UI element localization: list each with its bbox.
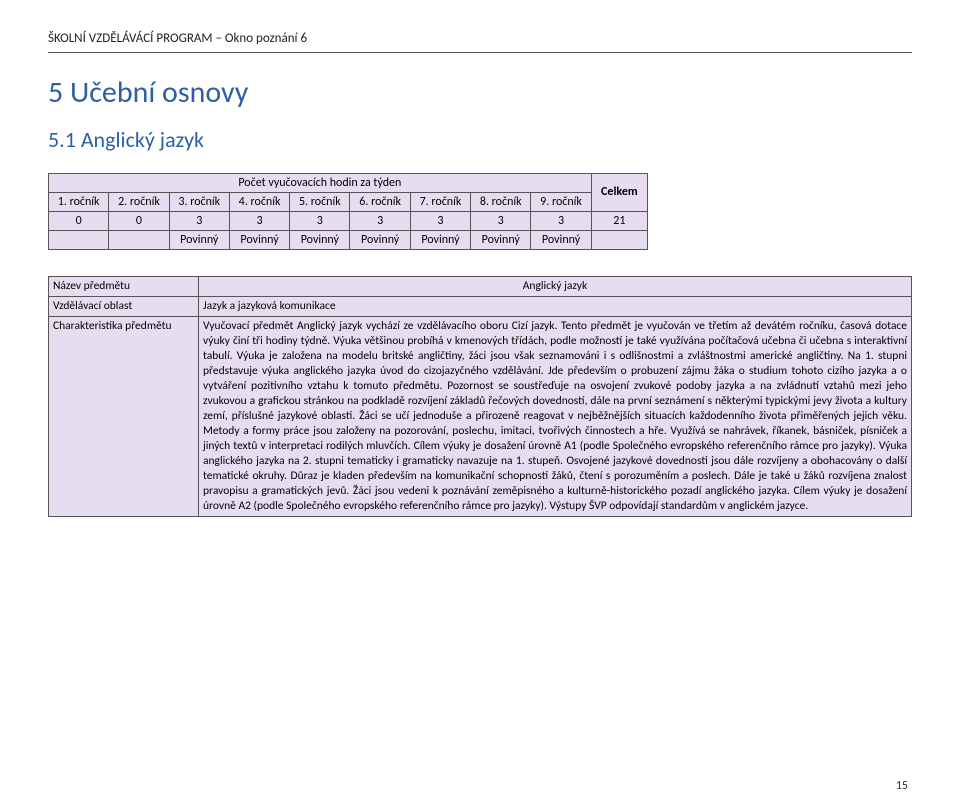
char-value: Jazyk a jazyková komunikace: [199, 297, 912, 317]
grade-cell: 9. ročník: [531, 192, 591, 211]
characteristic-table: Název předmětu Anglický jazyk Vzdělávací…: [48, 276, 912, 516]
mandatory-cell: Povinný: [471, 231, 531, 250]
mandatory-cell: [49, 231, 109, 250]
char-value: Vyučovací předmět Anglický jazyk vychází…: [199, 317, 912, 516]
hours-table: Počet vyučovacích hodin za týden Celkem …: [48, 173, 648, 251]
char-value: Anglický jazyk: [199, 277, 912, 297]
hours-value-cell: 0: [49, 212, 109, 231]
section-h1: 5 Učební osnovy: [48, 73, 912, 114]
mandatory-cell: Povinný: [531, 231, 591, 250]
table-row: Název předmětu Anglický jazyk: [49, 277, 912, 297]
grade-cell: 6. ročník: [350, 192, 410, 211]
table-row: Vzdělávací oblast Jazyk a jazyková komun…: [49, 297, 912, 317]
hours-value-cell: 3: [229, 212, 289, 231]
char-label: Název předmětu: [49, 277, 199, 297]
section-h2: 5.1 Anglický jazyk: [48, 125, 912, 155]
hours-grades-row: 1. ročník 2. ročník 3. ročník 4. ročník …: [49, 192, 648, 211]
mandatory-cell: Povinný: [290, 231, 350, 250]
grade-cell: 7. ročník: [410, 192, 470, 211]
document-header: ŠKOLNÍ VZDĚLÁVÁCÍ PROGRAM – Okno poznání…: [48, 30, 912, 53]
hours-total-value: 21: [591, 212, 647, 231]
grade-cell: 2. ročník: [109, 192, 169, 211]
mandatory-cell: Povinný: [350, 231, 410, 250]
mandatory-total-cell: [591, 231, 647, 250]
hours-title: Počet vyučovacích hodin za týden: [49, 173, 592, 192]
hours-value-cell: 3: [410, 212, 470, 231]
page-number: 15: [896, 778, 908, 794]
hours-value-cell: 3: [169, 212, 229, 231]
mandatory-cell: Povinný: [229, 231, 289, 250]
hours-value-cell: 3: [290, 212, 350, 231]
hours-value-cell: 3: [531, 212, 591, 231]
mandatory-cell: Povinný: [169, 231, 229, 250]
char-label: Vzdělávací oblast: [49, 297, 199, 317]
hours-value-cell: 3: [471, 212, 531, 231]
hours-value-cell: 0: [109, 212, 169, 231]
table-row: Charakteristika předmětu Vyučovací předm…: [49, 317, 912, 516]
hours-values-row: 0 0 3 3 3 3 3 3 3 21: [49, 212, 648, 231]
grade-cell: 4. ročník: [229, 192, 289, 211]
grade-cell: 1. ročník: [49, 192, 109, 211]
grade-cell: 5. ročník: [290, 192, 350, 211]
hours-value-cell: 3: [350, 212, 410, 231]
grade-cell: 8. ročník: [471, 192, 531, 211]
mandatory-cell: [109, 231, 169, 250]
mandatory-cell: Povinný: [410, 231, 470, 250]
char-label: Charakteristika předmětu: [49, 317, 199, 516]
grade-cell: 3. ročník: [169, 192, 229, 211]
hours-total-label: Celkem: [591, 173, 647, 211]
hours-mandatory-row: Povinný Povinný Povinný Povinný Povinný …: [49, 231, 648, 250]
